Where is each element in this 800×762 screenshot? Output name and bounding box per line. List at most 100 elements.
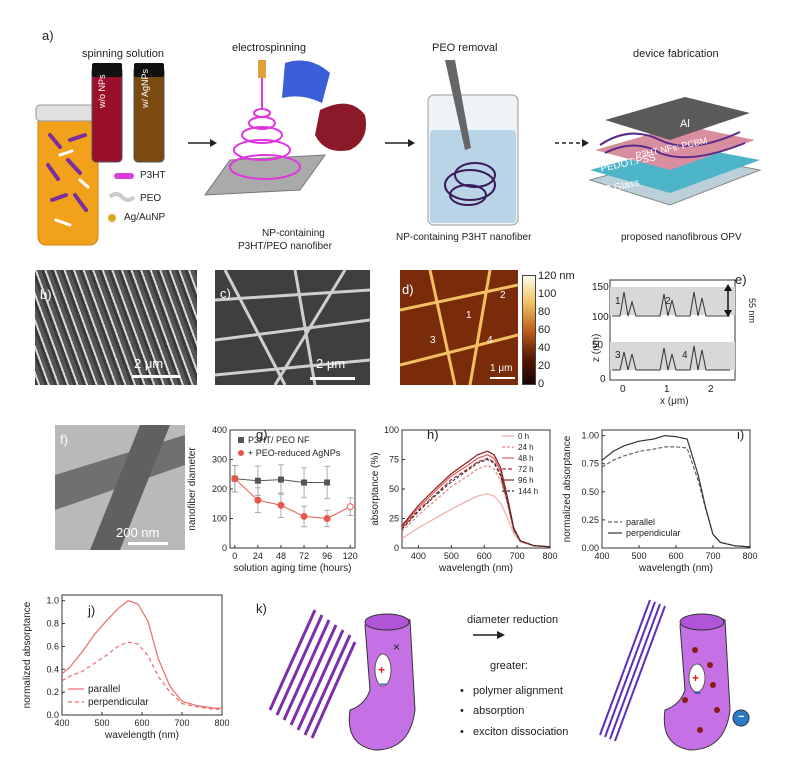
i-xtick-label: 600 — [668, 551, 683, 561]
electrospinning-drawing — [203, 60, 366, 196]
k-bullet-1: • polymer alignment — [460, 685, 563, 697]
sem-c-fibers — [214, 269, 371, 386]
np-glyph — [108, 214, 116, 222]
panel-a-label: a) — [42, 28, 54, 43]
chart-g: 0 24 48 72 96 120 0 100 200 300 400 solution aging … — [187, 425, 358, 574]
h-ytick-label: 100 — [384, 425, 399, 435]
g-legend-marker — [238, 450, 244, 456]
g-xtick-label: 120 — [343, 551, 358, 561]
j-ytick-label: 0.4 — [46, 664, 59, 674]
solution-jar — [35, 104, 101, 246]
h-legend-text: 0 h — [518, 432, 529, 441]
g-ytick-label: 300 — [212, 455, 227, 465]
j-ytick-label: 0.6 — [46, 641, 59, 651]
device-stack-drawing — [588, 97, 762, 206]
panel-d-label: d) — [402, 282, 414, 297]
sem-image-c — [214, 269, 371, 386]
g-legend-text: P3HT/ PEO NF — [248, 435, 310, 445]
tem-f-fibers — [55, 425, 185, 550]
h-ytick-label: 0 — [394, 543, 399, 553]
h-xtick-label: 600 — [477, 551, 492, 561]
afm-marker-2: 2 — [500, 290, 506, 301]
thin-fiber-bundle — [599, 599, 666, 742]
j-xtick-label: 700 — [174, 718, 189, 728]
h-xlabel: wavelength (nm) — [438, 563, 513, 574]
k-bullet-2-text: absorption — [473, 705, 525, 717]
k-cross: × — [393, 640, 401, 654]
h-ylabel: absorptance (%) — [370, 452, 381, 525]
j-ytick-label: 0.8 — [46, 619, 59, 629]
panel-i-label: i) — [737, 427, 745, 442]
caption-peo: NP-containing P3HT nanofiber — [396, 232, 532, 243]
panel-k-schematic — [268, 599, 750, 751]
j-xlabel: wavelength (nm) — [104, 730, 179, 741]
vial-right-label: w/ AgNPs — [140, 68, 150, 108]
cb-tick-3: 60 — [538, 324, 551, 336]
i-ytick-label: 0.25 — [581, 515, 599, 525]
afm-colorbar — [522, 275, 536, 385]
h-series-4 — [401, 450, 551, 548]
g-point-circle — [323, 515, 331, 522]
vial-left-label: w/o NPs — [97, 74, 107, 108]
e-peak-1: 1 — [615, 296, 621, 307]
scale-c: 2 μm — [316, 356, 346, 371]
g-ylabel: nanofiber diameter — [187, 447, 198, 531]
e-annotation: 55 nm — [747, 298, 757, 324]
h-legend-text: 72 h — [518, 465, 534, 474]
electrospinning-title: electrospinning — [232, 42, 306, 54]
panel-j-label: j) — [88, 603, 96, 618]
vial-without-nps — [91, 63, 123, 163]
g-point-square — [254, 477, 261, 484]
cb-tick-1: 100 — [538, 288, 557, 300]
caption-device: proposed nanofibrous OPV — [621, 232, 742, 243]
i-ytick-label: 0.00 — [581, 543, 599, 553]
j-series-0 — [61, 600, 222, 709]
chart-i: 400 500 600 700 800 0.00 0.25 0.50 0.75 1.00 wavel… — [562, 429, 758, 574]
peo-removal-title: PEO removal — [432, 42, 498, 54]
g-point-square — [277, 476, 284, 483]
g-point-circle — [231, 475, 239, 483]
legend-p3ht: P3HT — [140, 170, 166, 181]
panel-f-label: f) — [60, 432, 68, 447]
panel-e-label: e) — [735, 272, 747, 287]
j-legend-text: parallel — [88, 684, 120, 695]
e-xtick-1: 1 — [664, 384, 670, 395]
panel-k-label: k) — [256, 601, 267, 616]
scale-b: 2 μm — [134, 356, 164, 371]
i-ylabel: normalized absorptance — [562, 435, 573, 542]
g-ytick-label: 200 — [212, 484, 227, 494]
sem-image-b — [35, 270, 197, 385]
vial-with-agnps — [133, 63, 165, 163]
cb-tick-4: 40 — [538, 342, 551, 354]
e-peak-3: 3 — [615, 350, 621, 361]
cb-tick-5: 20 — [538, 360, 551, 372]
h-legend-text: 144 h — [518, 487, 538, 496]
panel-c-label: c) — [220, 286, 231, 301]
chart-j: 400 500 600 700 800 0.0 0.2 0.4 0.6 0.8 1.0 wavelen… — [22, 594, 230, 741]
g-legend-text: + PEO-reduced AgNPs — [248, 448, 341, 458]
j-legend-text: perpendicular — [88, 697, 149, 708]
e-xtick-0: 0 — [620, 384, 626, 395]
i-legend-text: perpendicular — [626, 528, 681, 538]
k-minus-2: − — [694, 686, 702, 700]
g-xtick-label: 24 — [253, 551, 263, 561]
j-ytick-label: 0.0 — [46, 710, 59, 720]
j-xtick-label: 400 — [54, 718, 69, 728]
scalebar-c — [310, 377, 355, 380]
k-greater: greater: — [490, 660, 528, 672]
afm-marker-3: 3 — [430, 335, 436, 346]
caption-electro-1: NP-containing — [262, 228, 325, 239]
h-ytick-label: 50 — [389, 484, 399, 494]
h-series-0 — [401, 493, 551, 548]
g-point-circle — [277, 501, 285, 509]
g-point-square — [324, 479, 331, 486]
k-bullet-3: • exciton dissociation — [460, 726, 569, 738]
h-xtick-label: 500 — [444, 551, 459, 561]
j-xtick-label: 800 — [214, 718, 229, 728]
g-xtick-label: 48 — [276, 551, 286, 561]
i-series-1 — [601, 434, 751, 548]
spinning-solution-title: spinning solution — [82, 48, 164, 60]
e-xtick-2: 2 — [708, 384, 714, 395]
beaker-drawing — [427, 60, 519, 226]
tem-image-f — [55, 425, 185, 550]
